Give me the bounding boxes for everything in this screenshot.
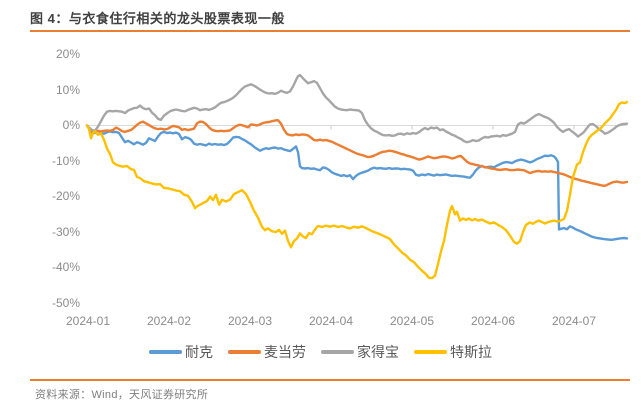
title-divider-line [30, 30, 630, 32]
x-tick-label: 2024-04 [308, 314, 354, 328]
legend-line-swatch [321, 350, 354, 354]
x-tick-label: 2024-05 [389, 314, 435, 328]
source-note: 资料来源：Wind，天风证券研究所 [35, 389, 209, 401]
legend-line-swatch [414, 350, 447, 354]
x-tick-label: 2024-02 [146, 314, 192, 328]
y-tick-label: -40% [51, 260, 80, 274]
x-tick-label: 2024-01 [65, 314, 111, 328]
legend-label: 特斯拉 [450, 344, 492, 360]
y-tick-label: 0% [62, 118, 80, 132]
y-tick-label: 20% [55, 47, 80, 61]
legend-line-swatch [149, 350, 182, 354]
chart-legend: 耐克 麦当劳 家得宝 特斯拉 [0, 342, 641, 362]
series-line-2 [85, 73, 629, 144]
x-tick-label: 2024-07 [551, 314, 597, 328]
series-line-3 [85, 100, 629, 280]
figure-title: 图 4：与衣食住行相关的龙头股票表现一般 [30, 11, 285, 26]
legend-item: 耐克 [149, 342, 213, 362]
y-tick-label: -50% [51, 295, 80, 310]
x-tick-label: 2024-03 [227, 314, 273, 328]
y-tick-label: -30% [51, 224, 80, 239]
legend-label: 家得宝 [357, 344, 399, 360]
legend-item: 特斯拉 [414, 342, 492, 362]
legend-item: 家得宝 [321, 342, 399, 362]
legend-item: 麦当劳 [228, 342, 306, 362]
series-line-1 [85, 118, 629, 188]
y-tick-label: 10% [55, 82, 80, 97]
legend-label: 耐克 [185, 344, 213, 360]
x-tick-label: 2024-06 [470, 314, 516, 328]
y-tick-label: -20% [51, 189, 80, 203]
legend-label: 麦当劳 [264, 344, 306, 360]
footer-divider-line [30, 379, 630, 381]
y-tick-label: -10% [51, 153, 80, 168]
legend-line-swatch [228, 350, 261, 354]
series-line-0 [85, 124, 629, 242]
